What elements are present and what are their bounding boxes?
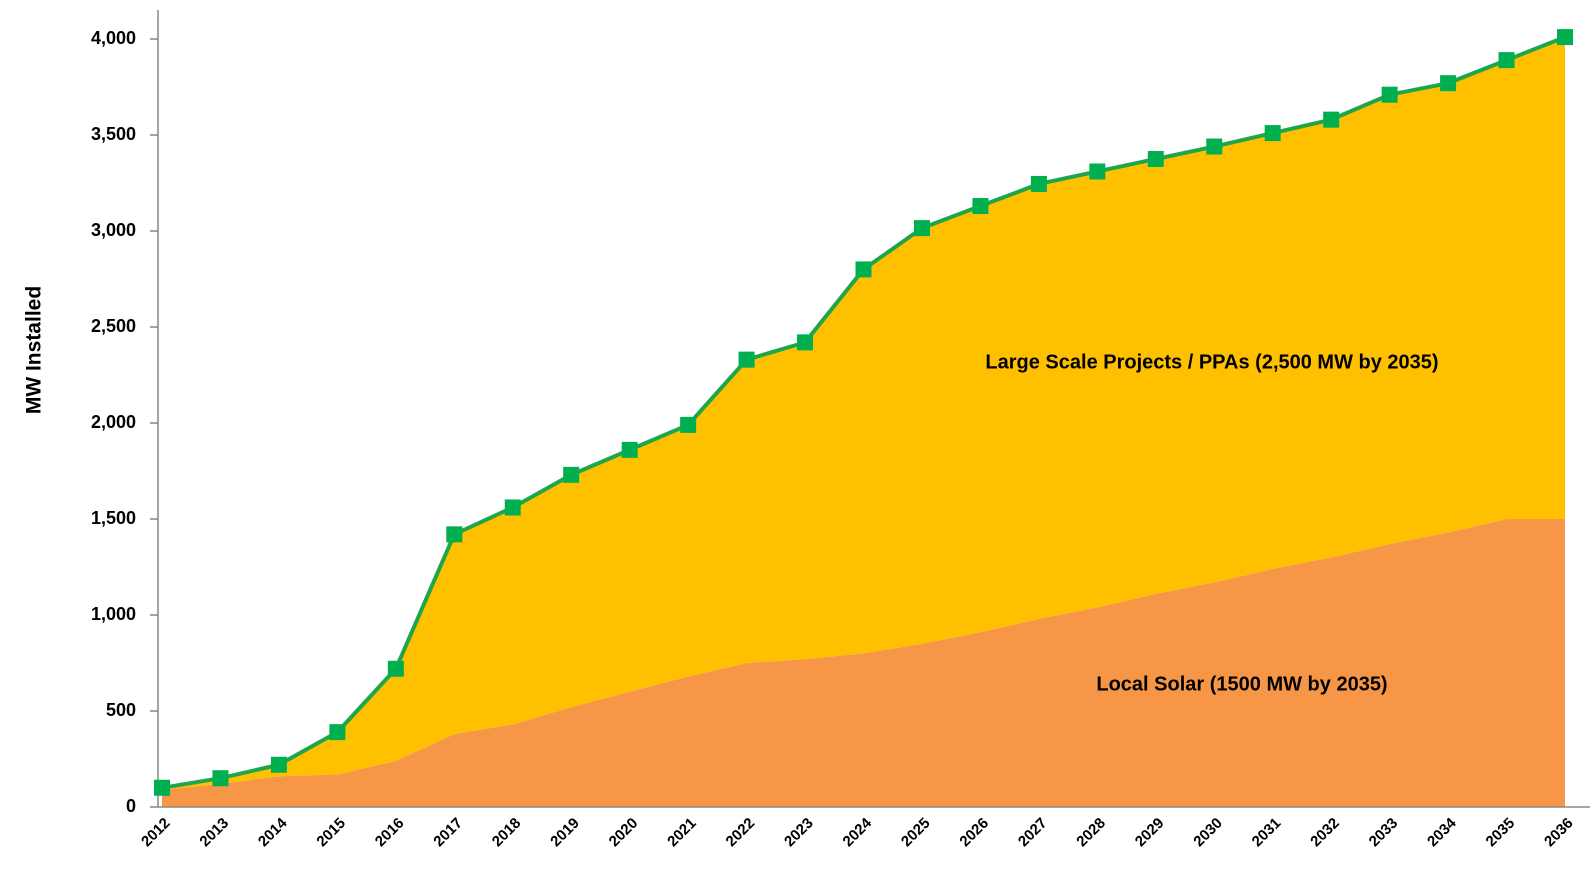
x-tick-label: 2027 xyxy=(1015,815,1051,851)
x-tick-label: 2028 xyxy=(1073,815,1109,851)
marker xyxy=(972,198,989,215)
x-tick-label: 2026 xyxy=(956,815,992,851)
marker xyxy=(387,660,404,677)
marker xyxy=(1381,86,1398,103)
x-tick-label: 2035 xyxy=(1483,815,1519,851)
x-tick-label: 2033 xyxy=(1366,815,1402,851)
marker xyxy=(1264,125,1281,142)
x-tick-label: 2012 xyxy=(138,815,174,851)
marker xyxy=(1030,175,1047,192)
area-label: Large Scale Projects / PPAs (2,500 MW by… xyxy=(985,351,1438,373)
y-tick-label: 500 xyxy=(106,700,136,720)
y-tick-label: 3,000 xyxy=(91,220,136,240)
marker xyxy=(563,466,580,483)
marker xyxy=(1147,151,1164,167)
y-tick-label: 4,000 xyxy=(91,28,136,48)
y-tick-label: 1,000 xyxy=(91,604,136,624)
y-tick-label: 2,000 xyxy=(91,412,136,432)
y-tick-label: 3,500 xyxy=(91,124,136,144)
x-tick-label: 2031 xyxy=(1249,815,1285,851)
marker xyxy=(1089,163,1106,180)
marker xyxy=(738,351,755,368)
area-label: Local Solar (1500 MW by 2035) xyxy=(1096,673,1387,695)
marker xyxy=(212,770,229,787)
marker xyxy=(270,756,287,773)
area xyxy=(162,37,1565,790)
marker xyxy=(1206,138,1223,155)
marker xyxy=(1498,52,1515,69)
x-tick-label: 2021 xyxy=(664,815,700,851)
x-tick-label: 2029 xyxy=(1132,815,1168,851)
marker xyxy=(855,261,872,278)
x-tick-label: 2015 xyxy=(313,815,349,851)
x-tick-label: 2032 xyxy=(1307,815,1343,851)
x-tick-label: 2019 xyxy=(547,815,583,851)
marker xyxy=(680,416,697,433)
y-tick-label: 0 xyxy=(126,796,136,816)
marker xyxy=(797,334,814,351)
marker xyxy=(154,779,170,796)
x-tick-label: 2018 xyxy=(489,815,525,851)
x-tick-label: 2034 xyxy=(1424,814,1460,850)
x-tick-label: 2036 xyxy=(1541,815,1577,851)
x-tick-label: 2030 xyxy=(1190,815,1226,851)
marker xyxy=(1323,111,1340,128)
marker xyxy=(1557,29,1573,46)
x-tick-label: 2014 xyxy=(255,814,291,850)
x-tick-label: 2024 xyxy=(840,814,876,850)
x-tick-label: 2016 xyxy=(372,815,408,851)
marker xyxy=(329,724,346,741)
x-tick-label: 2013 xyxy=(196,815,232,851)
y-axis-label: MW Installed xyxy=(23,286,46,414)
y-tick-label: 2,500 xyxy=(91,316,136,336)
x-tick-label: 2025 xyxy=(898,815,934,851)
area xyxy=(162,519,1565,807)
marker xyxy=(446,526,463,543)
marker xyxy=(621,441,638,458)
x-tick-label: 2017 xyxy=(430,815,466,851)
marker xyxy=(1440,75,1457,92)
marker xyxy=(504,499,521,516)
marker xyxy=(913,220,930,237)
x-tick-label: 2023 xyxy=(781,815,817,851)
x-tick-label: 2020 xyxy=(606,815,642,851)
x-tick-label: 2022 xyxy=(723,815,759,851)
y-tick-label: 1,500 xyxy=(91,508,136,528)
